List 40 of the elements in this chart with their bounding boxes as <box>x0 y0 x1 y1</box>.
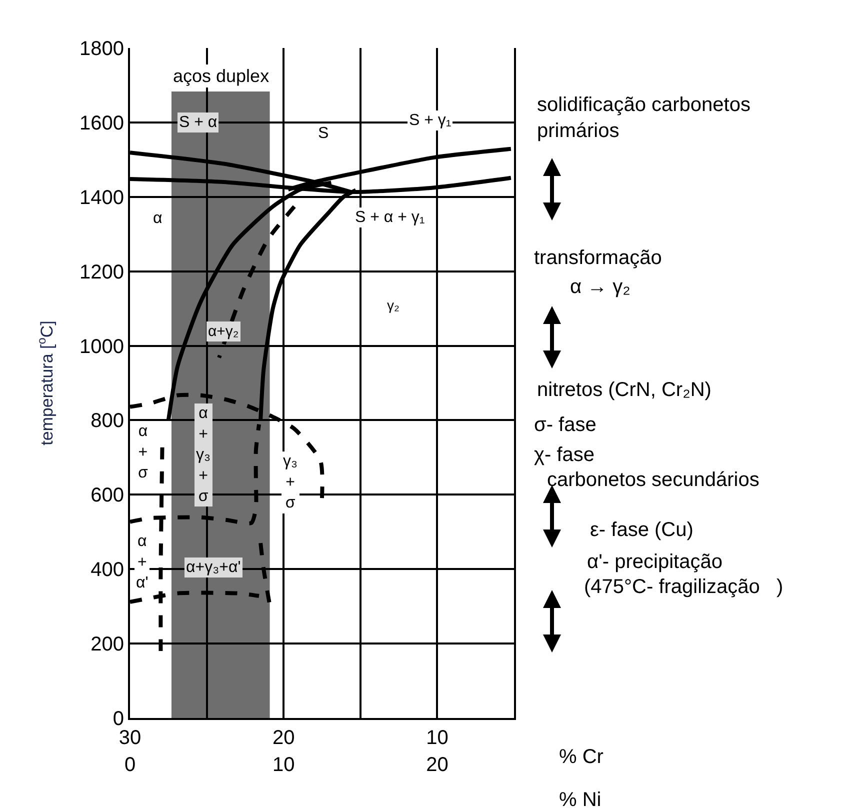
y-tick-label: 1600 <box>80 112 124 134</box>
y-tick-label: 1400 <box>80 186 124 209</box>
text: carbonetos secundários <box>547 469 760 491</box>
annotation: γ₃ + σ <box>283 453 298 512</box>
x2-tick-label: 20 <box>426 754 448 776</box>
x-tick-label: 30 <box>118 727 142 749</box>
text: solidificação carbonetos primários <box>537 94 750 142</box>
y-tick-label: 0 <box>112 708 124 730</box>
text: transformação <box>534 247 662 269</box>
annotation: α + α' <box>136 533 148 592</box>
x-axis-title: % Cr <box>559 746 604 768</box>
text: σ- fase <box>534 414 596 436</box>
y-tick-label: 1800 <box>80 38 124 60</box>
annotation: α+γ₃+α' <box>186 559 241 576</box>
text: (475°C- fragilização ) <box>584 576 784 598</box>
y-tick-label: 400 <box>90 559 124 582</box>
text: α'- precipitação <box>587 551 722 573</box>
text: nitretos (CrN, Cr₂N) <box>537 379 712 401</box>
annotation: S <box>318 125 329 142</box>
x2-tick-label: 10 <box>272 754 295 776</box>
x-tick-label: 20 <box>272 727 295 749</box>
annotation: S + α <box>179 114 218 131</box>
y-tick-label: 600 <box>90 484 124 507</box>
y-tick-label: 800 <box>90 410 124 432</box>
x2-axis-title: % Ni <box>559 789 602 811</box>
annotation: α+γ₂ <box>208 323 239 340</box>
text: α → γ₂ <box>570 276 630 298</box>
text: ε- fase (Cu) <box>590 519 694 541</box>
y-tick-label: 1000 <box>80 336 124 358</box>
band-label: aços duplex <box>173 66 270 86</box>
annotation: S + γ₁ <box>409 112 452 129</box>
annotation: α + γ₃ + σ <box>196 405 211 506</box>
y-tick-label: 200 <box>90 634 124 656</box>
x-tick-label: 10 <box>426 727 448 749</box>
annotation: γ₂ <box>387 297 400 313</box>
text: χ- fase <box>534 444 595 466</box>
y-tick-label: 1200 <box>80 261 124 284</box>
annotation: S + α + γ₁ <box>355 209 425 226</box>
annotation: α <box>153 210 162 227</box>
annotation: α + σ <box>138 423 148 482</box>
